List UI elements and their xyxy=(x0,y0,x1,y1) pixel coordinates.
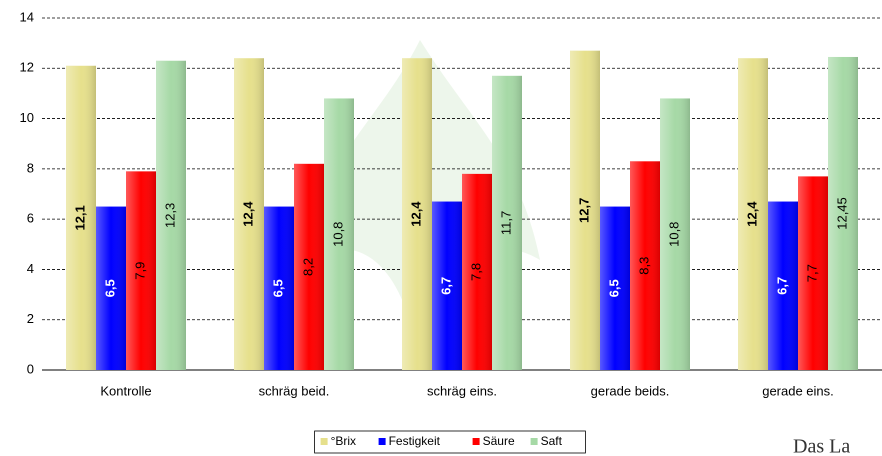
legend: °Brix Festigkeit Säure Saft xyxy=(314,430,586,454)
y-tick-label: 4 xyxy=(27,261,34,276)
value-label: 12,4 xyxy=(240,201,255,227)
x-tick-label: schräg beid. xyxy=(259,383,330,398)
value-label: 12,1 xyxy=(72,205,87,230)
y-tick-label: 8 xyxy=(27,160,34,175)
bar-shade xyxy=(264,206,294,370)
x-tick-label: gerade eins. xyxy=(762,383,834,398)
bar-shade xyxy=(660,98,690,370)
bar-shade xyxy=(600,206,630,370)
value-label: 12,4 xyxy=(744,201,759,227)
value-label: 12,4 xyxy=(408,201,423,227)
x-tick-label: Kontrolle xyxy=(100,383,151,398)
value-label: 12,45 xyxy=(834,197,849,230)
value-label: 7,9 xyxy=(132,262,147,280)
value-label: 6,7 xyxy=(774,277,789,295)
y-tick-label: 0 xyxy=(27,361,34,376)
y-tick-label: 2 xyxy=(27,311,34,326)
legend-swatch xyxy=(530,438,538,445)
bar-shade xyxy=(156,60,186,370)
bar-shade xyxy=(432,201,462,370)
legend-label: Säure xyxy=(483,434,515,448)
legend-label: Saft xyxy=(541,434,563,448)
value-label: 10,8 xyxy=(666,222,681,247)
value-label: 6,5 xyxy=(606,279,621,297)
bar-shade xyxy=(402,58,432,370)
value-label: 11,7 xyxy=(498,211,513,235)
legend-swatch xyxy=(320,438,328,445)
y-tick-label: 12 xyxy=(20,60,34,75)
value-label: 6,5 xyxy=(102,279,117,297)
bar-shade xyxy=(462,173,492,370)
bar-shade xyxy=(798,176,828,370)
value-label: 6,7 xyxy=(438,277,453,295)
value-label: 12,7 xyxy=(576,198,591,223)
bar-shade xyxy=(234,58,264,370)
value-label: 7,7 xyxy=(804,264,819,282)
y-tick-label: 14 xyxy=(20,9,34,24)
y-tick-label: 10 xyxy=(20,110,34,125)
bar-shade xyxy=(66,65,96,371)
bar-shade xyxy=(324,98,354,370)
value-label: 8,3 xyxy=(636,257,651,275)
bar-shade xyxy=(126,171,156,370)
value-label: 6,5 xyxy=(270,279,285,297)
value-label: 12,3 xyxy=(162,203,177,228)
bar-shade xyxy=(738,58,768,370)
value-label: 8,2 xyxy=(300,258,315,276)
bar-shade xyxy=(630,161,660,370)
legend-label: Festigkeit xyxy=(389,434,441,448)
bar-shade xyxy=(828,56,858,370)
legend-swatch xyxy=(378,438,386,445)
bar-shade xyxy=(492,75,522,370)
logo-text: Das La xyxy=(793,436,850,456)
y-tick-label: 6 xyxy=(27,211,34,226)
value-label: 10,8 xyxy=(330,222,345,247)
legend-box xyxy=(314,430,586,454)
bar-shade xyxy=(570,50,600,370)
legend-swatch xyxy=(472,438,480,445)
bar-shade xyxy=(96,206,126,370)
bar-shade xyxy=(768,201,798,370)
x-tick-label: schräg eins. xyxy=(427,383,497,398)
bar-shade xyxy=(294,163,324,370)
value-label: 7,8 xyxy=(468,263,483,281)
x-tick-label: gerade beids. xyxy=(591,383,670,398)
legend-label: °Brix xyxy=(331,434,356,448)
